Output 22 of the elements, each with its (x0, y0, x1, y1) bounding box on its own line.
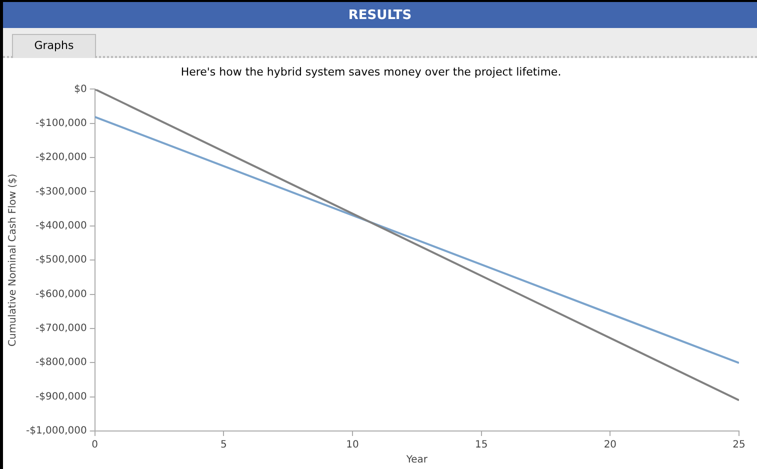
y-tick-label: -$300,000 (36, 186, 87, 198)
chart-title: Here's how the hybrid system saves money over the project lifetime. (180, 65, 562, 78)
y-tick-label: -$1,000,000 (26, 426, 87, 437)
text: RESULTS (3, 0, 757, 28)
x-tick-label: 10 (346, 440, 359, 451)
y-tick-label: -$600,000 (36, 288, 87, 300)
x-tick-label: 15 (474, 440, 488, 451)
x-axis-title: Year (405, 454, 428, 466)
x-tick-label: 0 (92, 440, 98, 451)
y-tick-label: -$700,000 (36, 323, 87, 334)
y-tick-label: $0 (74, 84, 87, 95)
x-tick-label: 25 (732, 440, 746, 451)
y-tick-label: -$100,000 (36, 118, 87, 129)
y-tick-label: -$200,000 (36, 152, 87, 164)
text: Graphs (12, 34, 96, 58)
x-tick-label: 5 (220, 440, 227, 451)
y-tick-label: -$400,000 (36, 220, 87, 232)
y-tick-label: -$900,000 (36, 391, 87, 402)
y-tick-label: -$500,000 (36, 254, 87, 266)
y-axis-title: Cumulative Nominal Cash Flow ($) (8, 174, 19, 347)
y-tick-label: -$800,000 (36, 357, 87, 368)
x-tick-label: 20 (604, 440, 617, 451)
